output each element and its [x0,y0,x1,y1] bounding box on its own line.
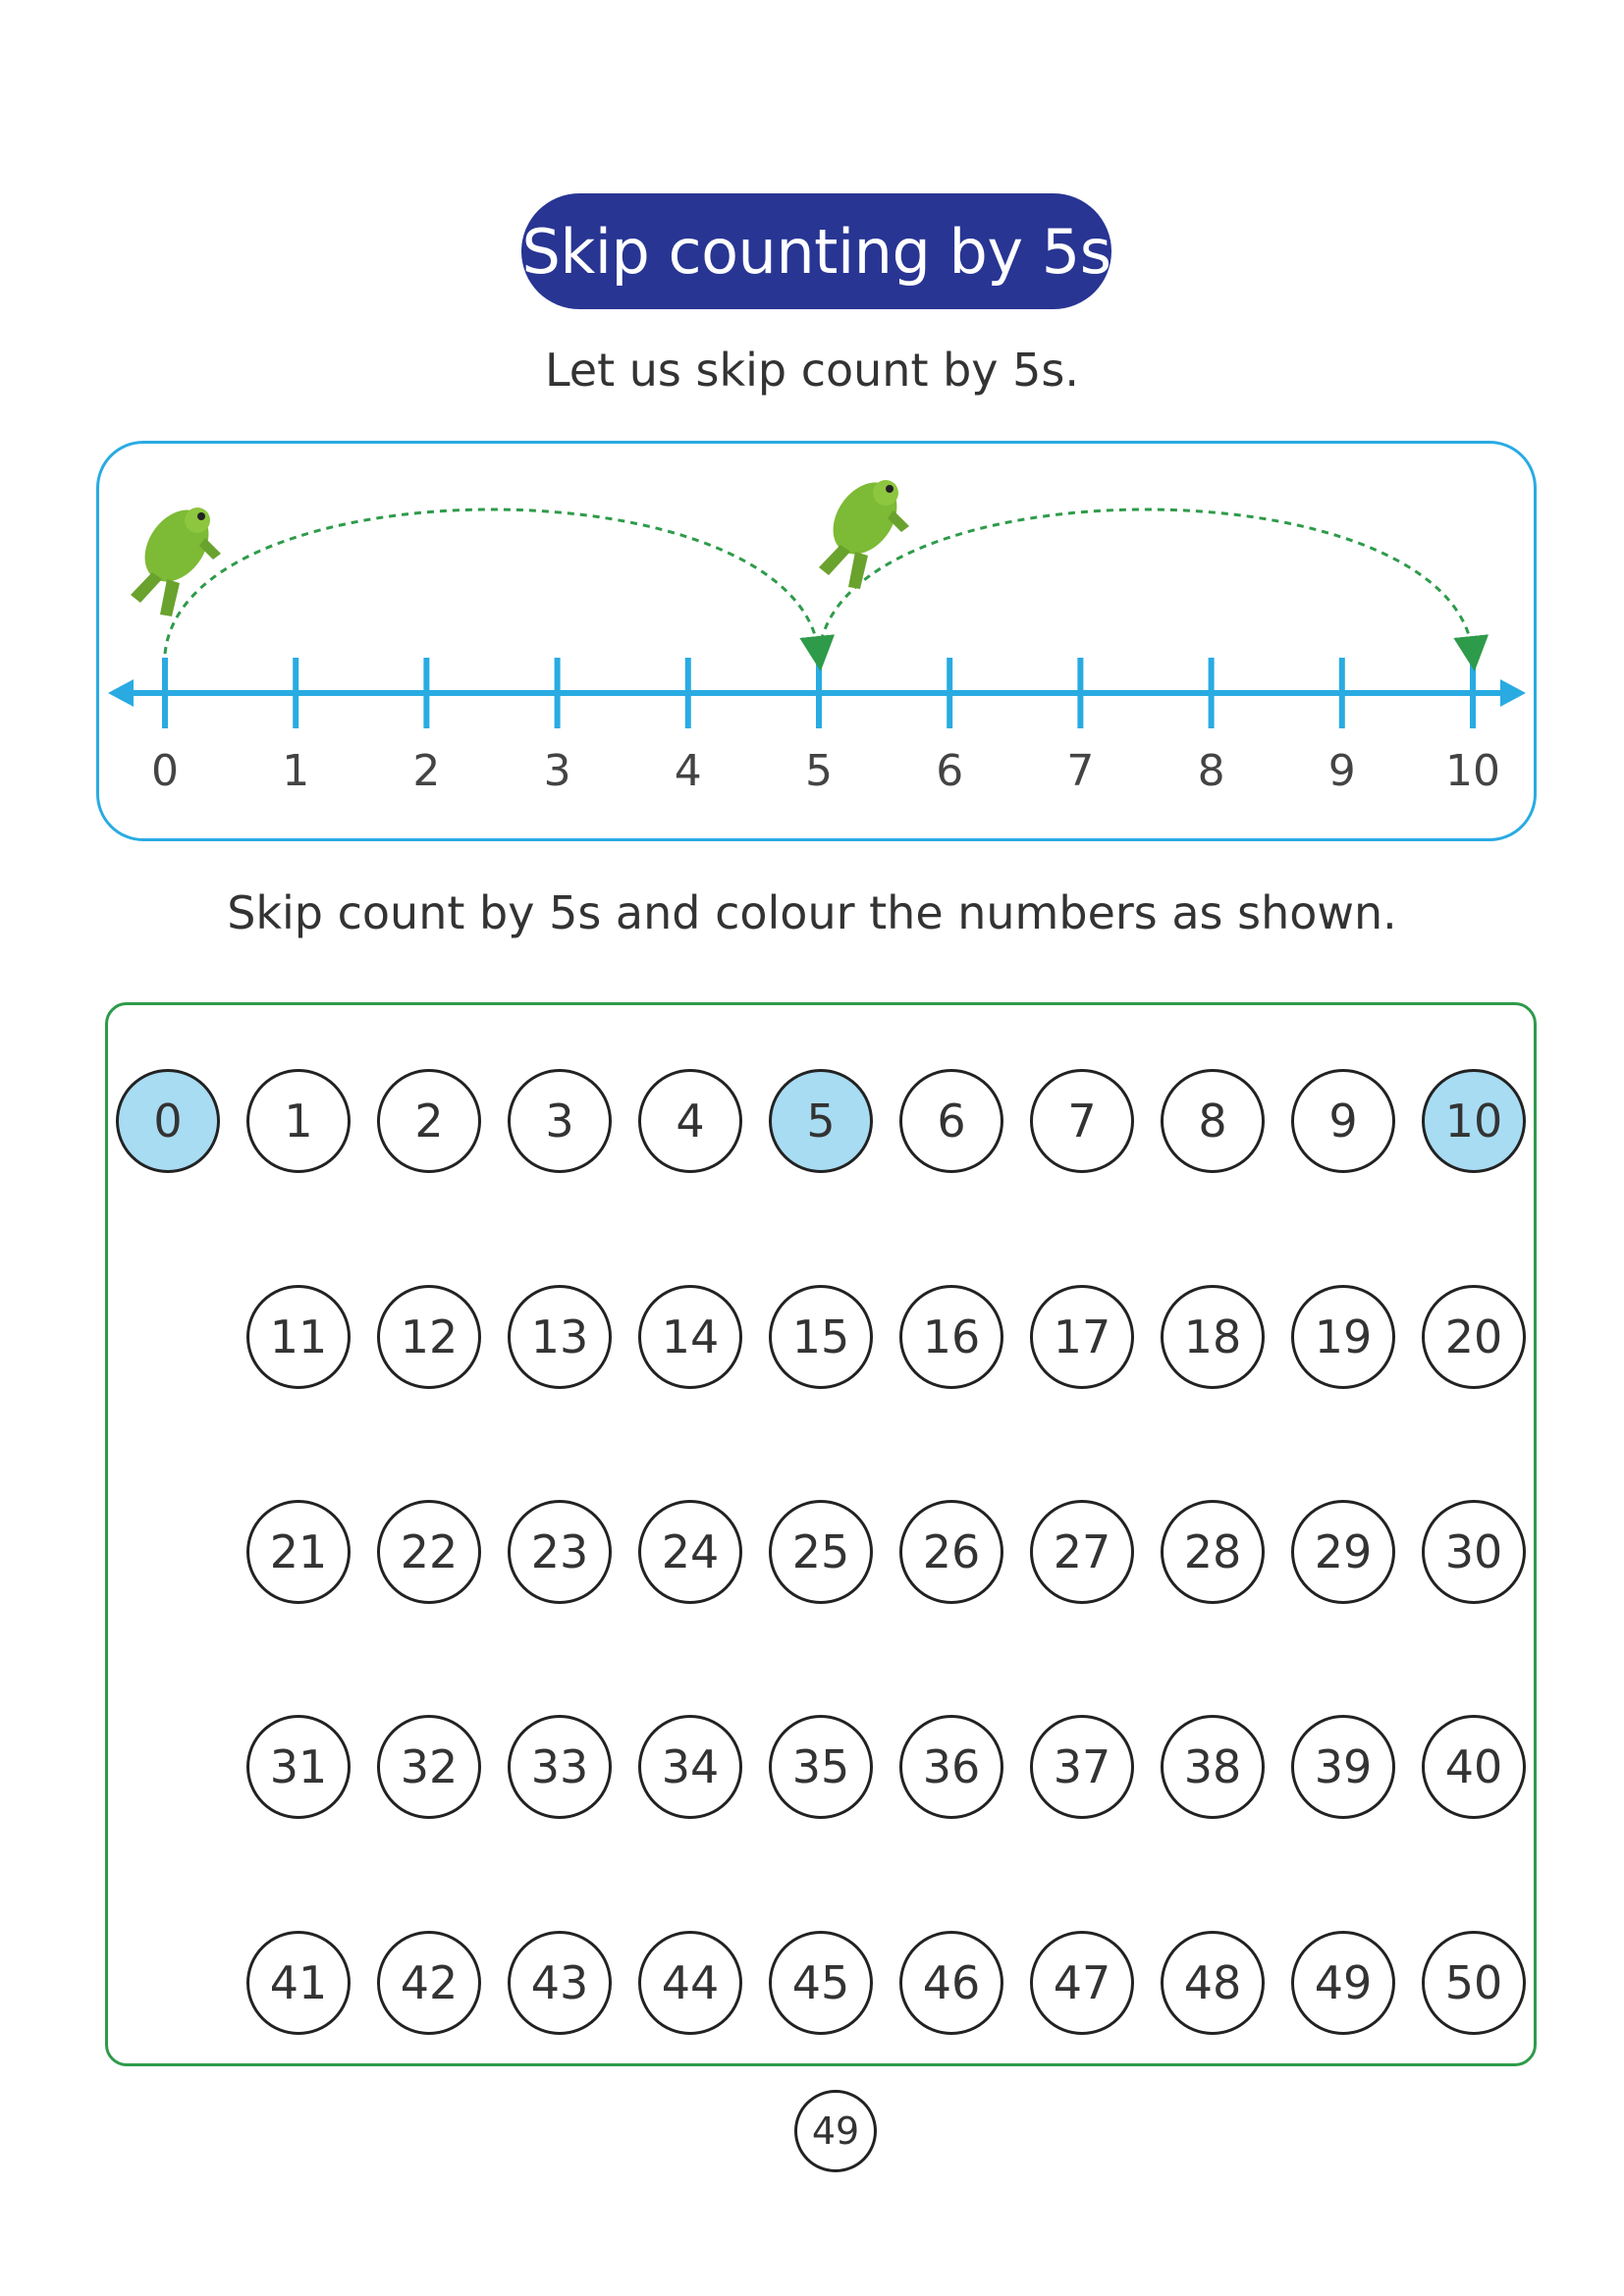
number-circle[interactable]: 5 [769,1069,873,1173]
number-circle[interactable]: 3 [508,1069,612,1173]
number-circle[interactable]: 12 [377,1285,481,1389]
number-circle[interactable]: 47 [1030,1931,1134,2035]
number-line-label: 9 [1328,746,1356,796]
number-circle[interactable]: 38 [1161,1715,1265,1819]
number-circle[interactable]: 50 [1422,1931,1526,2035]
number-circle[interactable]: 46 [899,1931,1003,2035]
number-circle[interactable]: 22 [377,1500,481,1604]
number-grid-panel [105,1002,1537,2066]
number-circle[interactable]: 40 [1422,1715,1526,1819]
number-line-panel [96,441,1537,841]
number-circle[interactable]: 48 [1161,1931,1265,2035]
number-circle[interactable]: 37 [1030,1715,1134,1819]
number-line-label: 7 [1066,746,1094,796]
number-circle[interactable]: 30 [1422,1500,1526,1604]
number-circle[interactable]: 15 [769,1285,873,1389]
number-circle[interactable]: 2 [377,1069,481,1173]
number-circle[interactable]: 43 [508,1931,612,2035]
number-circle[interactable]: 45 [769,1931,873,2035]
number-line-label: 0 [151,746,179,796]
number-circle[interactable]: 25 [769,1500,873,1604]
number-line-label: 2 [412,746,440,796]
page-number: 49 [794,2090,877,2172]
page-title: Skip counting by 5s [521,193,1111,309]
number-circle[interactable]: 41 [246,1931,351,2035]
number-circle[interactable]: 18 [1161,1285,1265,1389]
jump-arc [163,507,836,671]
number-circle[interactable]: 1 [246,1069,351,1173]
number-circle[interactable]: 20 [1422,1285,1526,1389]
number-circle[interactable]: 16 [899,1285,1003,1389]
number-circle[interactable]: 6 [899,1069,1003,1173]
number-circle[interactable]: 14 [638,1285,742,1389]
right-arrow-head [1500,679,1526,707]
number-circle[interactable]: 35 [769,1715,873,1819]
number-circle[interactable]: 24 [638,1500,742,1604]
number-circle[interactable]: 23 [508,1500,612,1604]
number-circle[interactable]: 26 [899,1500,1003,1604]
number-circle[interactable]: 4 [638,1069,742,1173]
instruction-skip-count: Let us skip count by 5s. [544,344,1080,397]
number-line-label: 1 [282,746,309,796]
number-line-label: 3 [544,746,571,796]
number-line-label: 4 [675,746,702,796]
frog-icon [131,507,221,616]
number-line-label: 10 [1445,746,1500,796]
number-line-label: 5 [805,746,833,796]
frog-icon [819,480,909,589]
number-circle[interactable]: 34 [638,1715,742,1819]
number-line-label: 8 [1198,746,1225,796]
number-circle[interactable]: 33 [508,1715,612,1819]
number-circle[interactable]: 11 [246,1285,351,1389]
number-circle[interactable]: 0 [116,1069,220,1173]
instruction-colour: Skip count by 5s and colour the numbers … [227,886,1397,939]
number-circle[interactable]: 10 [1422,1069,1526,1173]
number-line: 0 1 2 3 4 5 6 7 8 9 10 [108,480,1526,796]
number-circle[interactable]: 7 [1030,1069,1134,1173]
number-circle[interactable]: 29 [1291,1500,1395,1604]
number-circle[interactable]: 31 [246,1715,351,1819]
number-circle[interactable]: 28 [1161,1500,1265,1604]
number-circle[interactable]: 36 [899,1715,1003,1819]
number-circle[interactable]: 39 [1291,1715,1395,1819]
number-line-label: 6 [936,746,963,796]
number-circle[interactable]: 42 [377,1931,481,2035]
jump-arc [817,507,1489,671]
number-circle[interactable]: 8 [1161,1069,1265,1173]
left-arrow-head [108,679,134,707]
number-circle[interactable]: 27 [1030,1500,1134,1604]
number-circle[interactable]: 19 [1291,1285,1395,1389]
number-circle[interactable]: 21 [246,1500,351,1604]
number-circle[interactable]: 44 [638,1931,742,2035]
number-circle[interactable]: 49 [1291,1931,1395,2035]
number-circle[interactable]: 32 [377,1715,481,1819]
number-circle[interactable]: 13 [508,1285,612,1389]
number-circle[interactable]: 9 [1291,1069,1395,1173]
number-circle[interactable]: 17 [1030,1285,1134,1389]
